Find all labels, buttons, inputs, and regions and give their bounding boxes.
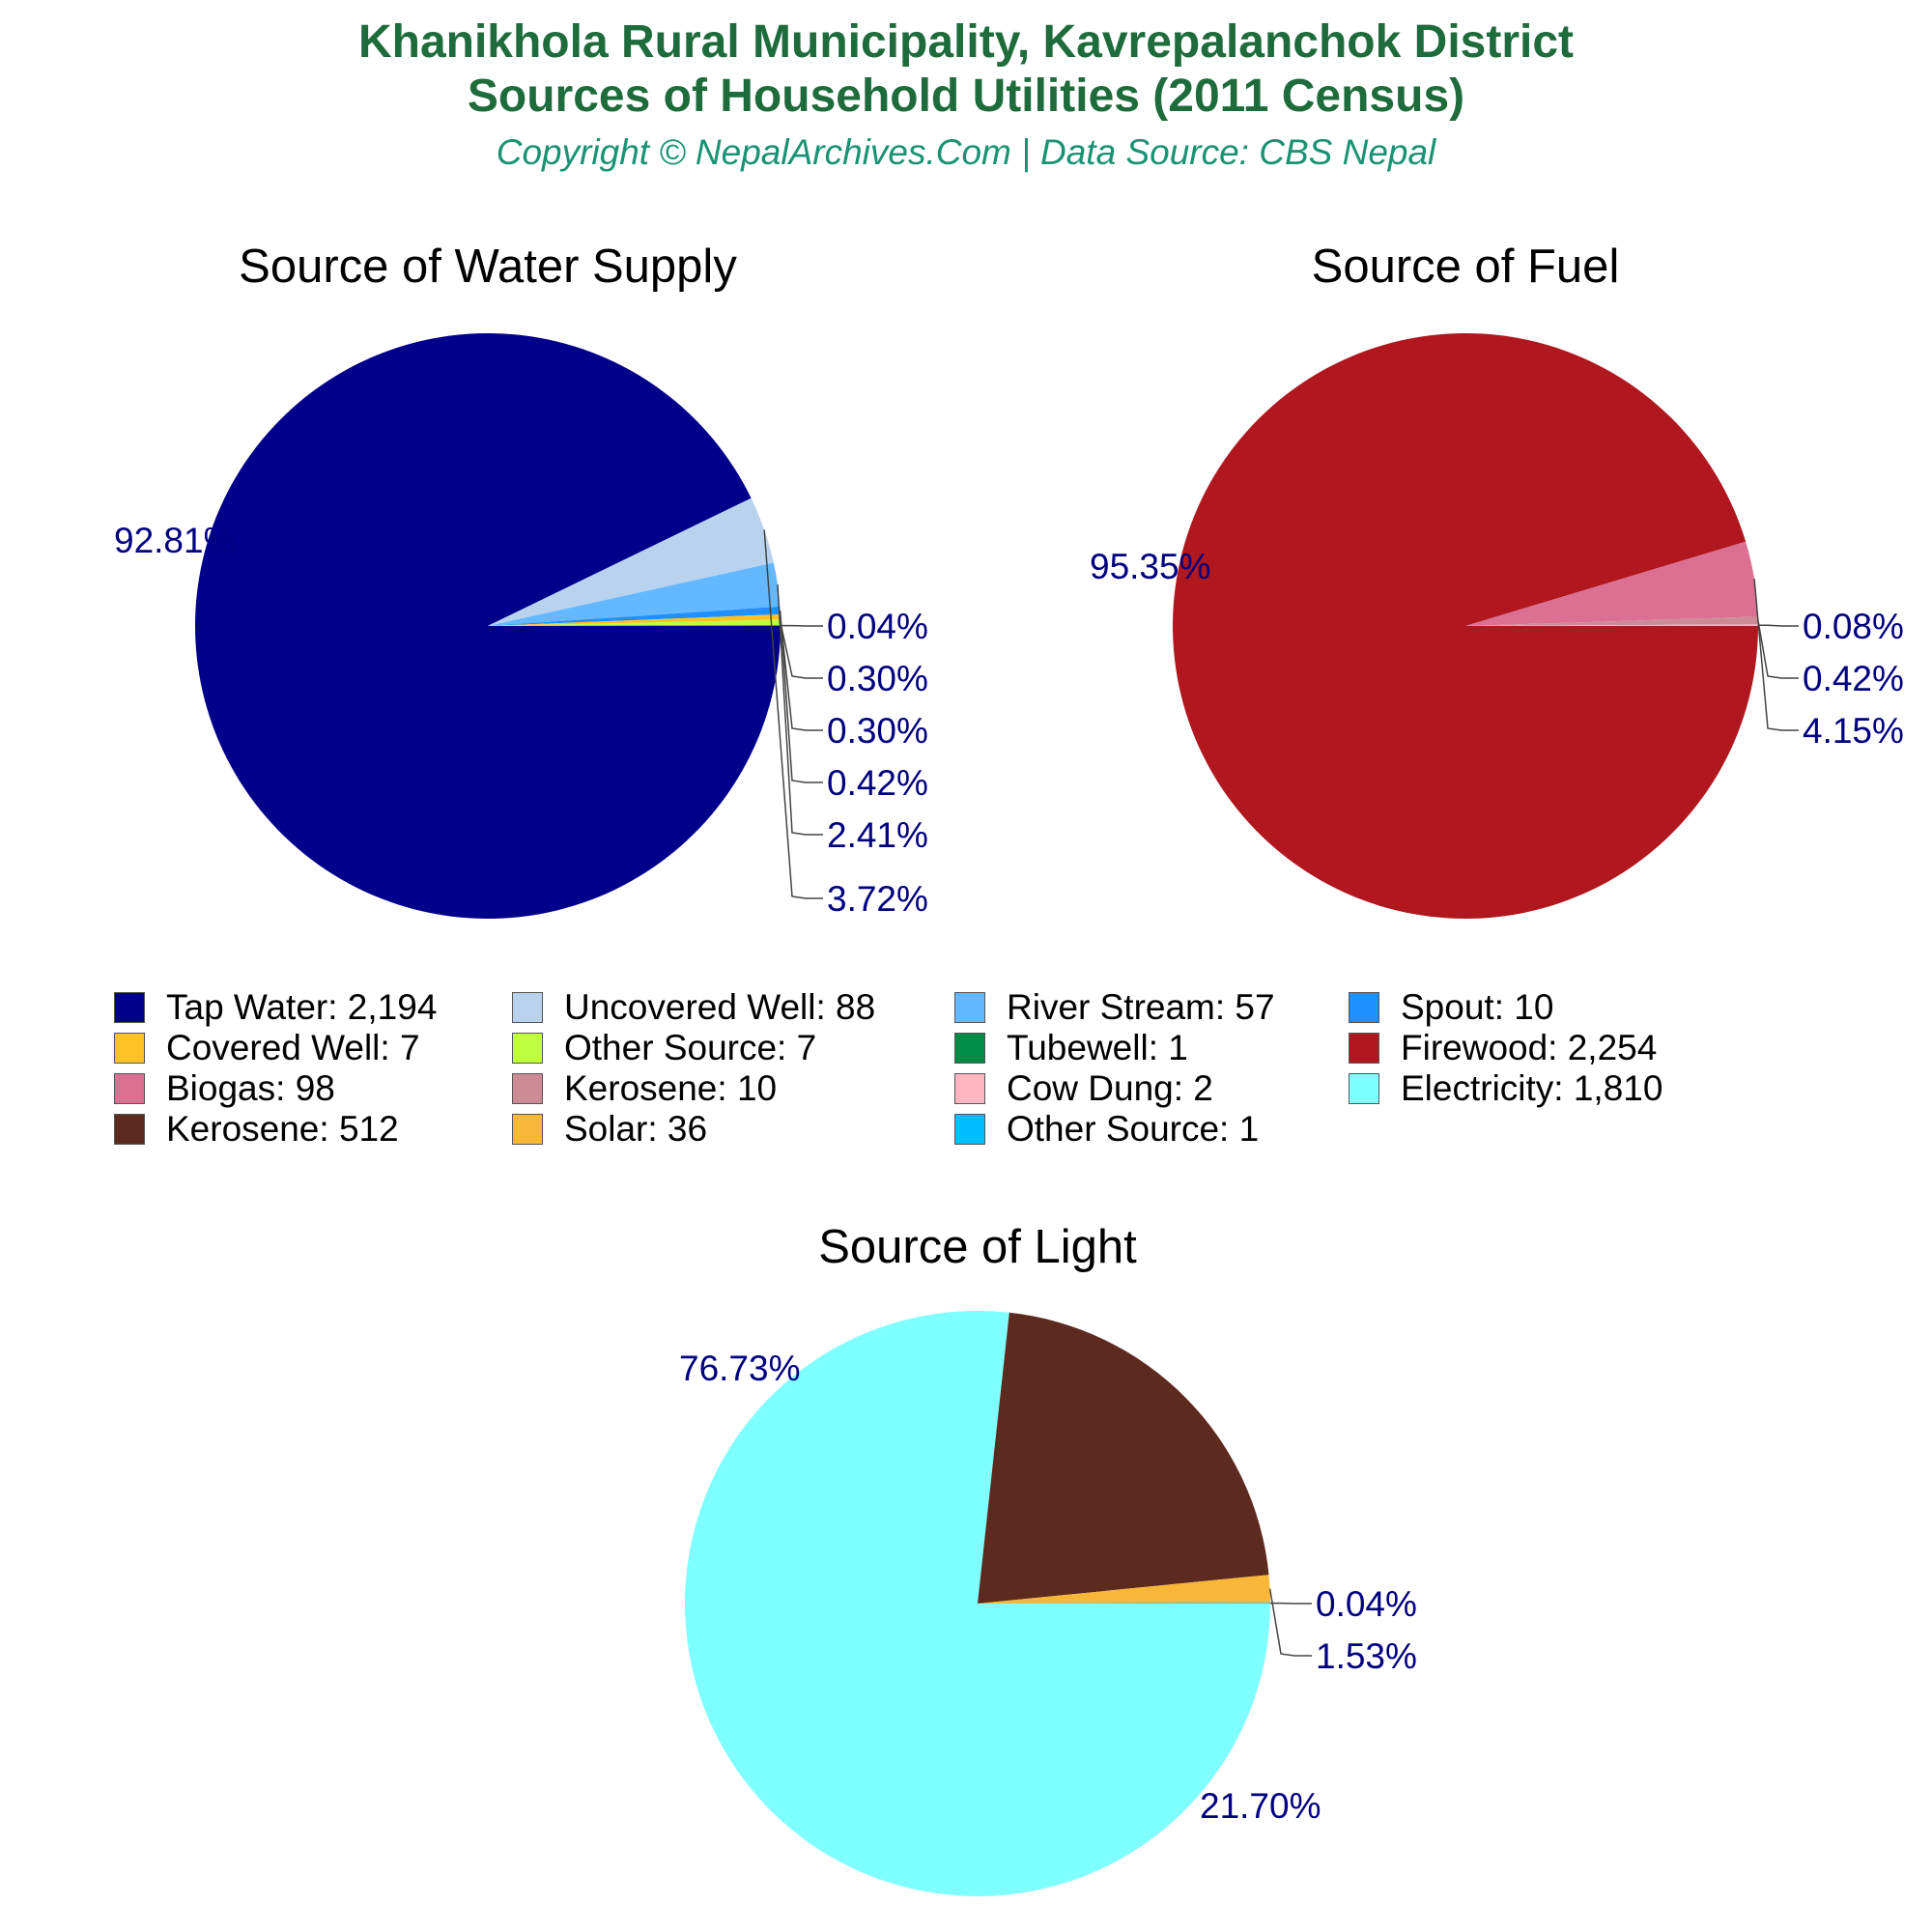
legend-swatch <box>1349 1073 1379 1104</box>
pie-title: Source of Fuel <box>1312 241 1620 293</box>
legend-item: River Stream: 57 <box>954 987 1275 1028</box>
leader-line <box>779 610 823 783</box>
legend-label: River Stream: 57 <box>1007 987 1275 1027</box>
pie-title: Source of Water Supply <box>239 241 737 293</box>
pie-percent-label: 0.04% <box>1316 1584 1417 1624</box>
legend-item: Spout: 10 <box>1349 987 1553 1028</box>
pie-slice <box>488 625 781 626</box>
legend-swatch <box>954 1114 985 1145</box>
leader-line <box>780 622 823 679</box>
legend-swatch <box>1349 1033 1379 1064</box>
leader-line <box>777 584 823 836</box>
legend-item: Firewood: 2,254 <box>1349 1028 1657 1068</box>
legend-swatch <box>512 1114 543 1145</box>
pie-percent-label: 0.42% <box>1803 659 1904 698</box>
pie-slice <box>685 1311 1270 1897</box>
legend-swatch <box>954 1033 985 1064</box>
pie-slice <box>1465 616 1758 626</box>
pie-slice <box>488 562 781 626</box>
chart-subtitle: Copyright © NepalArchives.Com | Data Sou… <box>496 132 1436 172</box>
leader-line <box>1753 579 1799 731</box>
leader-line <box>1268 1588 1312 1657</box>
pie-slice <box>488 606 781 626</box>
legend-swatch <box>114 992 145 1023</box>
legend-item: Other Source: 7 <box>512 1028 816 1068</box>
legend-item: Tap Water: 2,194 <box>114 987 437 1028</box>
pie-title: Source of Light <box>818 1221 1137 1273</box>
pie-slice <box>978 1312 1269 1604</box>
legend-label: Biogas: 98 <box>166 1068 335 1108</box>
pie-percent-label: 1.53% <box>1316 1636 1417 1676</box>
leader-line <box>780 616 823 731</box>
pie-percent-label: 0.04% <box>827 607 928 646</box>
pie-chart-3: Source of Light 76.73% 21.70% 0.04% 1.53% <box>679 1221 1417 1897</box>
leader-line <box>1757 624 1799 627</box>
legend-swatch <box>512 1073 543 1104</box>
legend-swatch <box>512 992 543 1023</box>
legend-item: Uncovered Well: 88 <box>512 987 875 1028</box>
legend-label: Solar: 36 <box>564 1109 708 1149</box>
chart-title-line-2: Sources of Household Utilities (2011 Cen… <box>467 71 1465 122</box>
legend-swatch <box>512 1033 543 1064</box>
pie-chart-2: Source of Fuel 95.35% 0.08% 0.42% 4.15% <box>1090 241 1904 920</box>
legend-label: Kerosene: 10 <box>564 1068 778 1108</box>
legend-label: Other Source: 1 <box>1007 1109 1260 1149</box>
legend-item: Electricity: 1,810 <box>1349 1068 1662 1109</box>
pie-percent-label: 2.41% <box>827 815 928 855</box>
pie-percent-label: 0.30% <box>827 711 928 751</box>
legend-label: Covered Well: 7 <box>166 1028 420 1067</box>
pie-percent-label: 76.73% <box>679 1349 801 1388</box>
legend-item: Kerosene: 512 <box>114 1109 399 1150</box>
pie-slice <box>978 1575 1270 1604</box>
pie-percent-label: 0.08% <box>1803 607 1904 646</box>
legend-swatch <box>954 1073 985 1104</box>
legend-label: Electricity: 1,810 <box>1401 1068 1663 1108</box>
legend-label: Other Source: 7 <box>564 1028 817 1067</box>
legend-label: Tubewell: 1 <box>1007 1028 1188 1067</box>
legend-swatch <box>1349 992 1379 1023</box>
pie-slice <box>978 1603 1270 1604</box>
pie-slice <box>488 497 774 626</box>
legend-item: Tubewell: 1 <box>954 1028 1188 1068</box>
pie-percent-label: 0.42% <box>827 763 928 803</box>
legend-label: Tap Water: 2,194 <box>166 987 438 1027</box>
legend-label: Spout: 10 <box>1401 987 1554 1027</box>
pie-percent-label: 92.81% <box>114 521 236 560</box>
pie-percent-label: 4.15% <box>1803 711 1904 751</box>
pie-slice <box>1172 333 1758 920</box>
legend-swatch <box>954 992 985 1023</box>
legend-label: Firewood: 2,254 <box>1401 1028 1658 1067</box>
pie-percent-label: 95.35% <box>1090 547 1211 586</box>
leader-line <box>763 529 823 899</box>
legend-label: Cow Dung: 2 <box>1007 1068 1213 1108</box>
leader-line <box>1757 620 1799 679</box>
pie-chart-1: Source of Water Supply 92.81% 0.04% 0.30% 0.… <box>114 241 928 920</box>
legend-item: Solar: 36 <box>512 1109 707 1150</box>
legend-item: Other Source: 1 <box>954 1109 1259 1150</box>
legend-item: Cow Dung: 2 <box>954 1068 1213 1109</box>
legend-item: Kerosene: 10 <box>512 1068 777 1109</box>
pie-slice <box>1465 541 1758 626</box>
legend-label: Uncovered Well: 88 <box>564 987 876 1027</box>
pie-percent-label: 0.30% <box>827 659 928 698</box>
legend-item: Biogas: 98 <box>114 1068 335 1109</box>
pie-slice <box>1465 624 1758 626</box>
chart-title-line-1: Khanikhola Rural Municipality, Kavrepala… <box>357 16 1575 68</box>
legend-label: Kerosene: 512 <box>166 1109 399 1149</box>
legend-item: Covered Well: 7 <box>114 1028 420 1068</box>
pie-percent-label: 3.72% <box>827 879 928 919</box>
legend-swatch <box>114 1114 145 1145</box>
pie-slice <box>488 613 781 626</box>
legend-swatch <box>114 1033 145 1064</box>
pie-slice <box>488 619 781 626</box>
legend-swatch <box>114 1073 145 1104</box>
pie-percent-label: 21.70% <box>1200 1786 1321 1826</box>
